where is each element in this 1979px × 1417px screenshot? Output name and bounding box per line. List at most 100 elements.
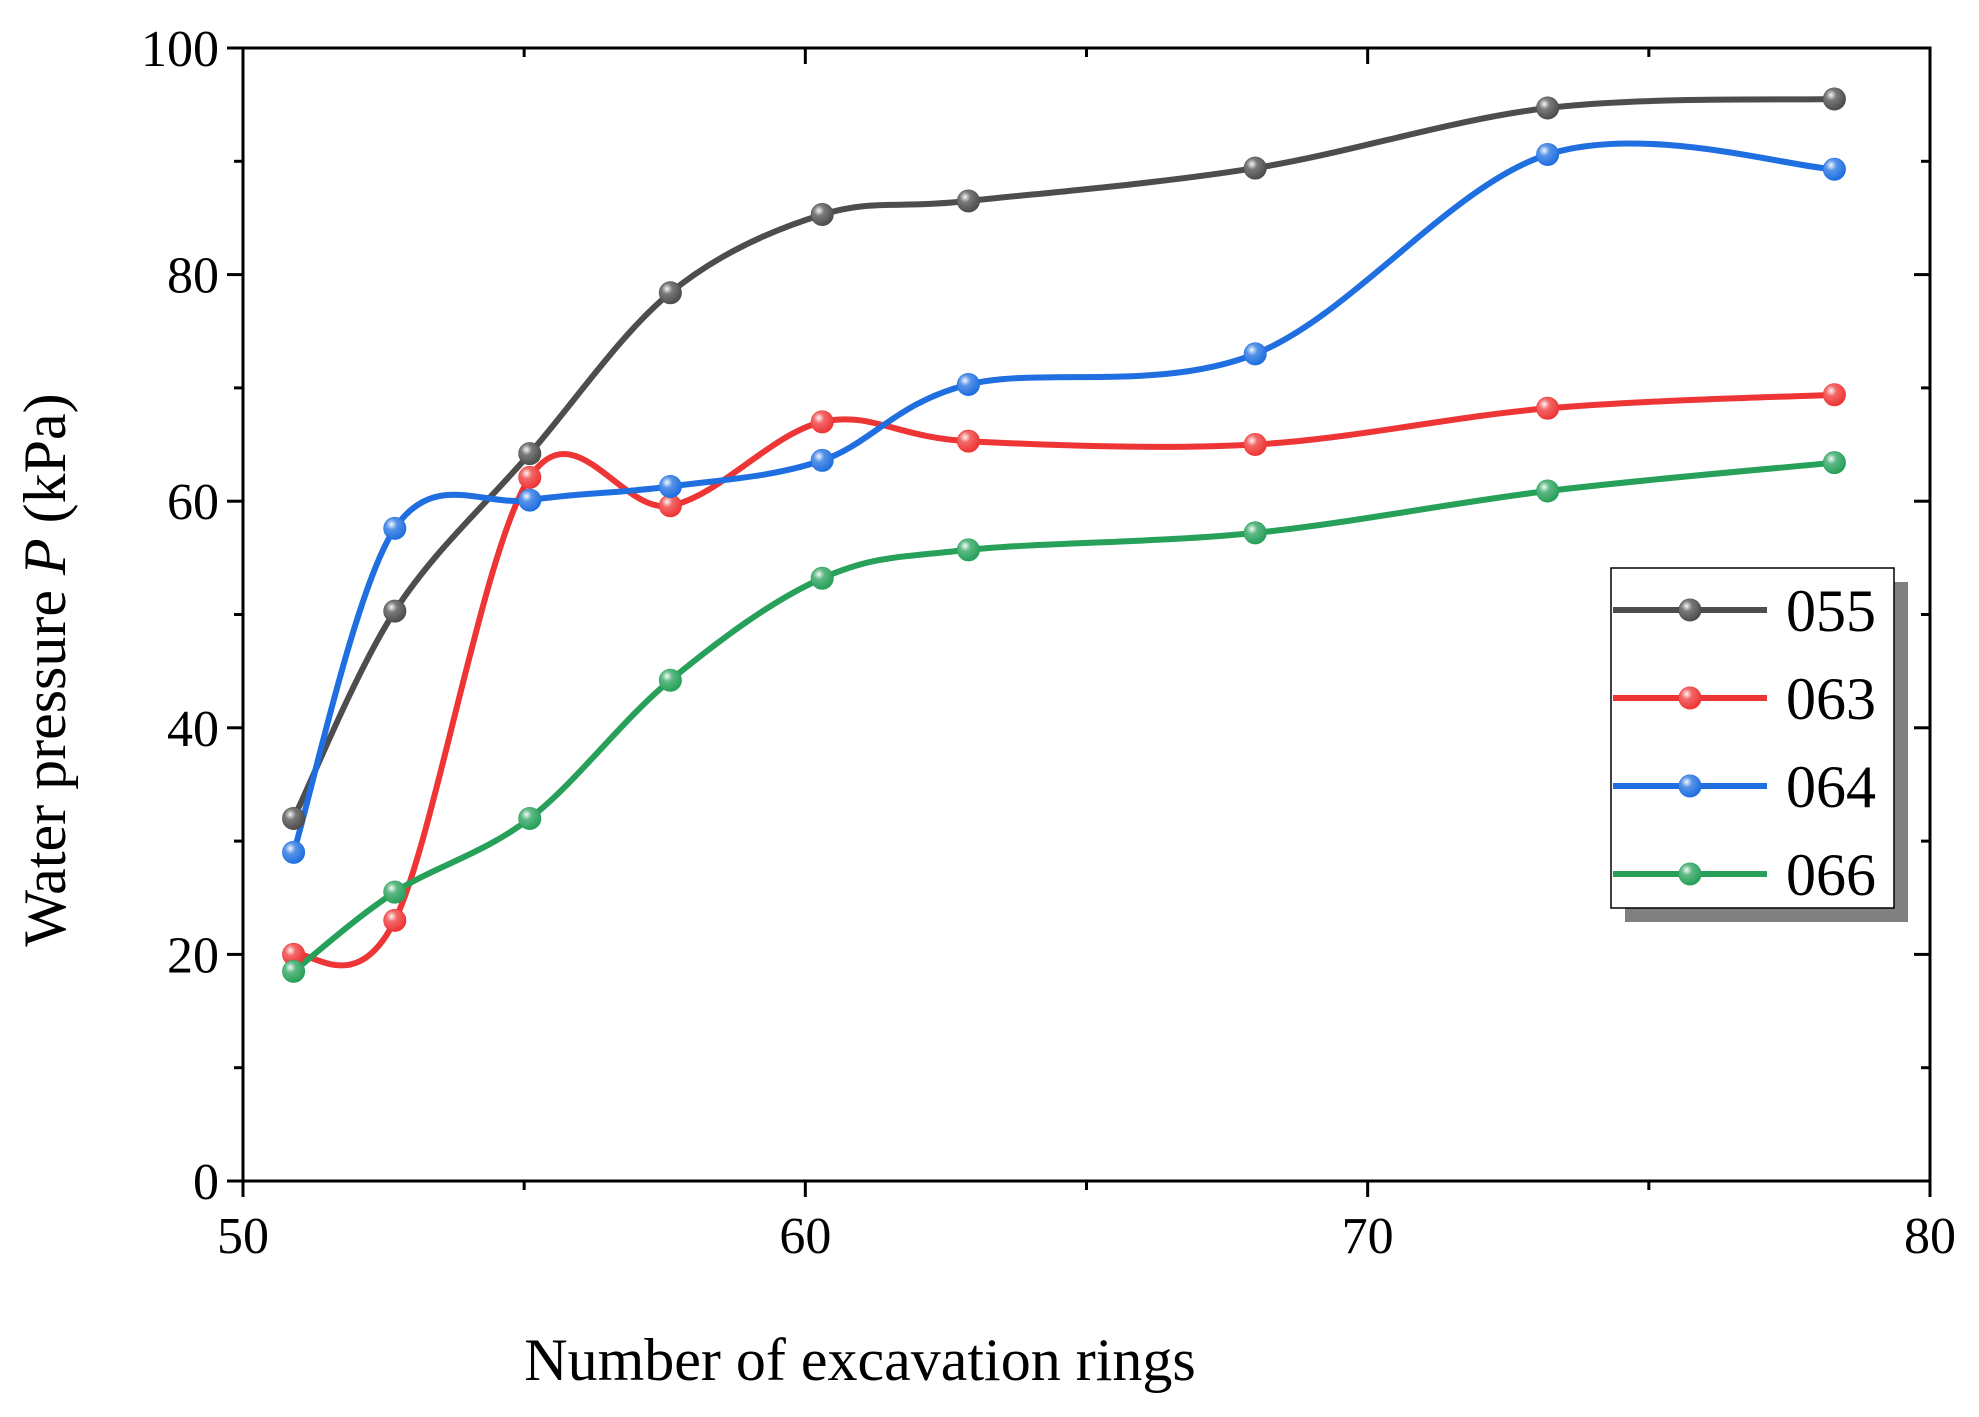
data-point-063 (282, 942, 306, 966)
data-point-063 (1243, 433, 1267, 457)
marker-highlight (1679, 863, 1701, 885)
marker-highlight (1536, 480, 1559, 503)
marker-highlight (383, 909, 406, 932)
data-point-063 (1822, 383, 1846, 407)
data-point-055 (518, 442, 542, 466)
legend-marker-064 (1678, 774, 1702, 798)
y-tick-label: 60 (167, 474, 219, 531)
marker-highlight (282, 841, 305, 864)
data-point-055 (1822, 87, 1846, 111)
y-tick-label: 0 (193, 1154, 219, 1211)
marker-highlight (957, 373, 980, 396)
marker-highlight (811, 449, 834, 472)
data-point-066 (383, 880, 407, 904)
data-point-055 (282, 806, 306, 830)
y-axis-title-suffix: (kPa) (12, 393, 78, 538)
marker-highlight (518, 489, 541, 512)
series-line-064 (290, 140, 1838, 856)
legend-box (1610, 567, 1895, 909)
marker-highlight (1823, 87, 1846, 110)
legend-marker-066 (1678, 862, 1702, 886)
y-tick-label: 40 (167, 701, 219, 758)
data-point-055 (1243, 156, 1267, 180)
legend-marker-063 (1678, 686, 1702, 710)
marker-highlight (282, 943, 305, 966)
data-point-066 (1822, 451, 1846, 475)
data-point-064 (518, 488, 542, 512)
marker-highlight (659, 281, 682, 304)
marker-highlight (1536, 97, 1559, 120)
legend-label-055: 055 (1786, 578, 1876, 644)
data-point-063 (518, 465, 542, 489)
data-point-064 (1822, 157, 1846, 181)
data-point-066 (956, 538, 980, 562)
marker-highlight (1679, 599, 1701, 621)
marker-highlight (659, 494, 682, 517)
data-point-064 (282, 840, 306, 864)
marker-highlight (1823, 451, 1846, 474)
marker-highlight (1536, 143, 1559, 166)
y-tick-label: 100 (141, 21, 219, 78)
legend-label-066: 066 (1786, 842, 1876, 908)
marker-highlight (957, 430, 980, 453)
x-tick-label: 60 (779, 1208, 831, 1265)
x-axis-title: Number of excavation rings (524, 1327, 1195, 1393)
legend-label-063: 063 (1786, 666, 1876, 732)
marker-highlight (1536, 397, 1559, 420)
x-tick-label: 50 (217, 1208, 269, 1265)
data-point-063 (956, 429, 980, 453)
marker-highlight (518, 466, 541, 489)
marker-highlight (282, 807, 305, 830)
data-point-066 (518, 806, 542, 830)
y-tick-label: 80 (167, 248, 219, 305)
data-point-066 (658, 668, 682, 692)
plot-area: 50 60 70 80 0 20 40 60 80 100 (141, 21, 1956, 1265)
data-point-064 (658, 474, 682, 498)
data-point-066 (810, 566, 834, 590)
marker-highlight (1823, 383, 1846, 406)
legend-marker-055 (1678, 598, 1702, 622)
data-point-066 (1536, 479, 1560, 503)
legend-label-064: 064 (1786, 754, 1876, 820)
data-point-063 (658, 494, 682, 518)
data-point-064 (810, 448, 834, 472)
marker-highlight (1244, 157, 1267, 180)
marker-highlight (811, 567, 834, 590)
marker-highlight (383, 881, 406, 904)
marker-highlight (811, 410, 834, 433)
marker-highlight (383, 517, 406, 540)
y-axis-title: Water pressure P (kPa) (12, 393, 78, 946)
legend: 055 063 064 066 (1610, 567, 1908, 922)
marker-highlight (1244, 521, 1267, 544)
data-point-064 (1243, 342, 1267, 366)
data-point-055 (956, 189, 980, 213)
data-point-066 (282, 959, 306, 983)
series-line-066 (290, 459, 1838, 975)
x-tick-label: 70 (1342, 1208, 1394, 1265)
marker-highlight (957, 538, 980, 561)
data-point-064 (383, 516, 407, 540)
marker-highlight (518, 807, 541, 830)
svg-text:Water pressure P (kPa): Water pressure P (kPa) (12, 393, 78, 946)
marker-highlight (811, 203, 834, 226)
x-tick-label: 80 (1904, 1208, 1956, 1265)
data-point-063 (810, 410, 834, 434)
data-point-066 (1243, 521, 1267, 545)
y-tick-label: 20 (167, 927, 219, 984)
marker-highlight (1823, 158, 1846, 181)
data-point-064 (1536, 143, 1560, 167)
marker-highlight (518, 442, 541, 465)
y-axis-title-symbol: P (12, 538, 78, 576)
data-point-064 (956, 373, 980, 397)
data-point-063 (383, 908, 407, 932)
marker-highlight (1679, 775, 1701, 797)
data-point-055 (810, 203, 834, 227)
marker-highlight (957, 189, 980, 212)
marker-highlight (659, 669, 682, 692)
marker-highlight (1679, 687, 1701, 709)
series-line-055 (290, 96, 1838, 822)
data-point-063 (1536, 396, 1560, 420)
marker-highlight (383, 600, 406, 623)
marker-highlight (1244, 342, 1267, 365)
